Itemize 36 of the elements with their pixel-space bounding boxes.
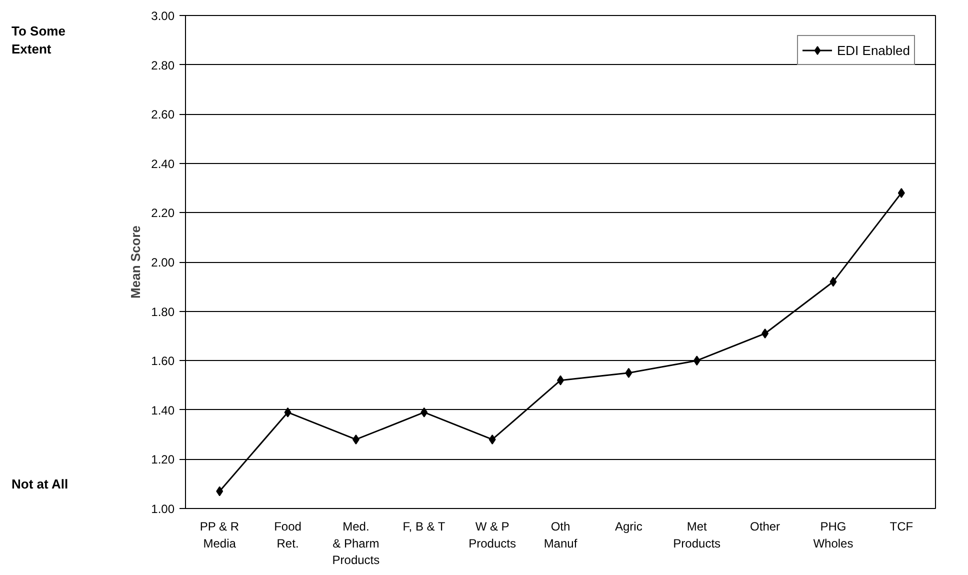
- x-tick-label: W & P Products: [468, 520, 516, 550]
- point: [898, 188, 905, 198]
- point: [693, 356, 700, 366]
- y-tick-label: 1.20: [151, 452, 175, 467]
- x-tick-label: F, B & T: [402, 520, 446, 534]
- x-tick-label: Met Products: [673, 520, 721, 550]
- y-tick-label: 2.20: [151, 206, 175, 220]
- point: [762, 328, 769, 338]
- x-tick-label: Food Ret.: [274, 520, 302, 550]
- legend-label: EDI Enabled: [837, 42, 910, 58]
- y-axis-title: Mean Score: [128, 226, 144, 298]
- y-tick-label: 2.80: [151, 58, 175, 72]
- x-tick-label: Oth Manuf: [544, 520, 578, 550]
- y-tick-label: 1.40: [151, 403, 175, 418]
- y-tick-label: 1.00: [151, 502, 175, 516]
- x-tick-label: Agric: [615, 520, 642, 534]
- point: [284, 407, 292, 418]
- point: [216, 486, 224, 496]
- y-tick-label: 2.60: [151, 108, 175, 122]
- point: [488, 434, 496, 444]
- x-tick-label: TCF: [890, 520, 914, 534]
- y-tick-label: 1.60: [151, 354, 175, 368]
- y-tick-label: 2.40: [151, 156, 175, 171]
- point: [420, 407, 428, 418]
- y-tick-label: 2.00: [151, 256, 175, 270]
- y-tick-label: 3.00: [151, 9, 175, 23]
- point: [830, 276, 837, 287]
- x-tick-label: PHG Wholes: [813, 520, 854, 550]
- x-tick-label: Other: [750, 520, 780, 534]
- x-tick-label: Med. & Pharm Products: [332, 520, 380, 568]
- x-tick-label: PP & R Media: [200, 520, 240, 550]
- y-tick-label: 1.80: [151, 304, 175, 319]
- text: Not at All: [12, 476, 68, 492]
- point: [352, 434, 360, 444]
- text: To Some Extent: [12, 24, 66, 57]
- point: [625, 368, 632, 378]
